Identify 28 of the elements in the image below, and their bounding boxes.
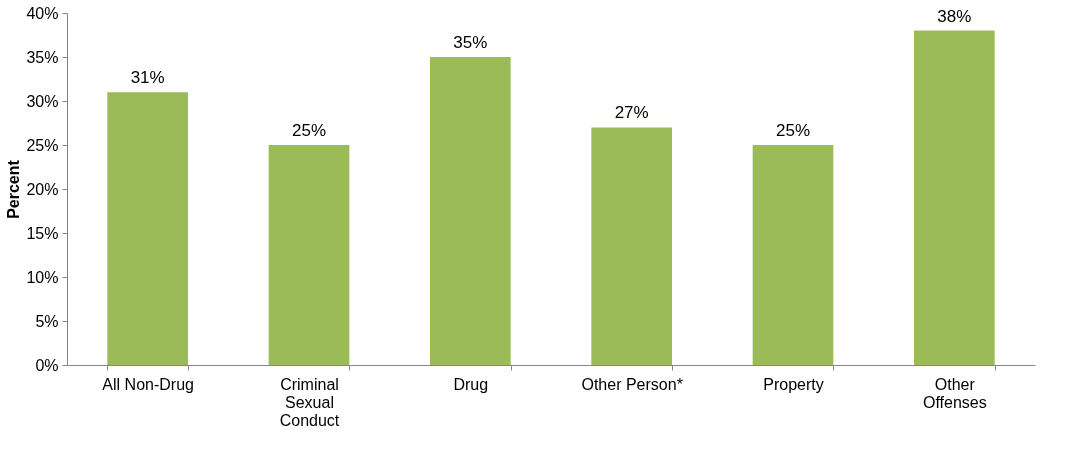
bar xyxy=(268,145,350,365)
data-label: 38% xyxy=(937,6,972,26)
y-axis-title: Percent xyxy=(5,159,23,219)
y-tick-label: 30% xyxy=(26,92,59,110)
bar xyxy=(591,127,672,365)
bar xyxy=(752,145,834,365)
data-label: 31% xyxy=(130,68,165,88)
y-tick-label: 40% xyxy=(26,4,59,22)
bar xyxy=(107,92,188,365)
y-tick-label: 15% xyxy=(26,224,59,242)
y-tick-label: 35% xyxy=(26,48,59,66)
data-label: 25% xyxy=(775,121,811,140)
x-tick-label: Other Person* xyxy=(581,375,683,393)
x-tick-label: Drug xyxy=(453,375,489,393)
y-tick-label: 20% xyxy=(26,180,59,198)
x-tick-label: Property xyxy=(763,375,824,393)
bar xyxy=(430,57,511,365)
x-tick-label: Criminal Sexual Conduct xyxy=(279,375,340,429)
x-tick-label: All Non-Drug xyxy=(102,375,194,393)
y-tick-label: 5% xyxy=(35,312,59,330)
data-label: 35% xyxy=(453,33,488,52)
y-tick-label: 10% xyxy=(26,268,59,286)
y-tick-label: 25% xyxy=(26,136,59,154)
data-label: 25% xyxy=(291,121,327,140)
bar xyxy=(914,30,995,365)
data-label: 27% xyxy=(614,103,649,123)
y-tick-label: 0% xyxy=(35,356,59,374)
x-tick-label: Other Offenses xyxy=(922,375,987,411)
